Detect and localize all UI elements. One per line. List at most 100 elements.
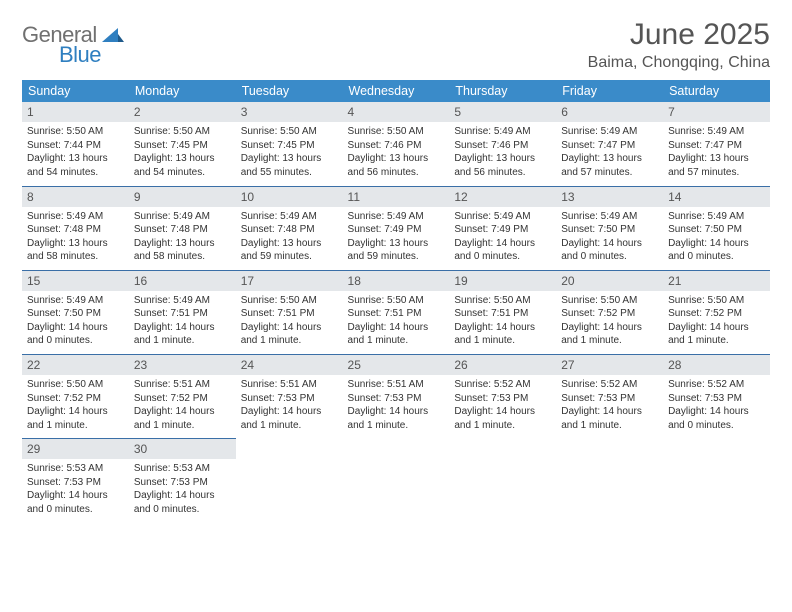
day-details: Sunrise: 5:53 AMSunset: 7:53 PMDaylight:… (26, 462, 125, 516)
day-number: 9 (129, 187, 236, 207)
sunrise-line: Sunrise: 5:50 AM (348, 294, 445, 308)
weekday-header: Wednesday (343, 80, 450, 102)
day-details: Sunrise: 5:51 AMSunset: 7:53 PMDaylight:… (240, 378, 339, 432)
sunset-line: Sunset: 7:47 PM (668, 139, 765, 153)
sunset-line: Sunset: 7:48 PM (241, 223, 338, 237)
day-details: Sunrise: 5:49 AMSunset: 7:49 PMDaylight:… (453, 210, 552, 264)
calendar-day-cell: 8 Sunrise: 5:49 AMSunset: 7:48 PMDaylight… (22, 186, 129, 270)
daylight-line: Daylight: 13 hours and 58 minutes. (27, 237, 124, 264)
sunset-line: Sunset: 7:49 PM (348, 223, 445, 237)
header: General Blue June 2025 Baima, Chongqing,… (22, 18, 770, 72)
day-details: Sunrise: 5:52 AMSunset: 7:53 PMDaylight:… (667, 378, 766, 432)
calendar-day-cell: 10Sunrise: 5:49 AMSunset: 7:48 PMDayligh… (236, 186, 343, 270)
calendar-day-cell: 26Sunrise: 5:52 AMSunset: 7:53 PMDayligh… (449, 354, 556, 438)
daylight-line: Daylight: 14 hours and 1 minute. (134, 321, 231, 348)
sunset-line: Sunset: 7:53 PM (454, 392, 551, 406)
day-number: 17 (236, 271, 343, 291)
weekday-header-row: Sunday Monday Tuesday Wednesday Thursday… (22, 80, 770, 102)
calendar-day-cell (236, 439, 343, 523)
sunrise-line: Sunrise: 5:50 AM (27, 125, 124, 139)
day-number: 22 (22, 355, 129, 375)
day-number: 11 (343, 187, 450, 207)
day-number: 6 (556, 102, 663, 122)
sunset-line: Sunset: 7:47 PM (561, 139, 658, 153)
calendar-day-cell (343, 439, 450, 523)
weekday-header: Saturday (663, 80, 770, 102)
calendar-day-cell: 21Sunrise: 5:50 AMSunset: 7:52 PMDayligh… (663, 270, 770, 354)
daylight-line: Daylight: 14 hours and 1 minute. (348, 321, 445, 348)
daylight-line: Daylight: 14 hours and 0 minutes. (134, 489, 231, 516)
sunset-line: Sunset: 7:53 PM (668, 392, 765, 406)
day-details: Sunrise: 5:50 AMSunset: 7:51 PMDaylight:… (453, 294, 552, 348)
sunrise-line: Sunrise: 5:49 AM (348, 210, 445, 224)
daylight-line: Daylight: 14 hours and 1 minute. (241, 321, 338, 348)
calendar-day-cell: 23Sunrise: 5:51 AMSunset: 7:52 PMDayligh… (129, 354, 236, 438)
logo-triangle-icon (102, 26, 124, 42)
calendar-day-cell (663, 439, 770, 523)
daylight-line: Daylight: 14 hours and 0 minutes. (668, 405, 765, 432)
sunrise-line: Sunrise: 5:50 AM (241, 125, 338, 139)
sunrise-line: Sunrise: 5:51 AM (348, 378, 445, 392)
sunset-line: Sunset: 7:51 PM (241, 307, 338, 321)
sunrise-line: Sunrise: 5:50 AM (241, 294, 338, 308)
day-number: 8 (22, 187, 129, 207)
day-details: Sunrise: 5:50 AMSunset: 7:52 PMDaylight:… (26, 378, 125, 432)
title-block: June 2025 Baima, Chongqing, China (588, 18, 770, 72)
day-number: 18 (343, 271, 450, 291)
calendar-day-cell: 25Sunrise: 5:51 AMSunset: 7:53 PMDayligh… (343, 354, 450, 438)
sunset-line: Sunset: 7:44 PM (27, 139, 124, 153)
day-details: Sunrise: 5:53 AMSunset: 7:53 PMDaylight:… (133, 462, 232, 516)
daylight-line: Daylight: 13 hours and 54 minutes. (134, 152, 231, 179)
location-subtitle: Baima, Chongqing, China (588, 54, 770, 72)
calendar-week-row: 15Sunrise: 5:49 AMSunset: 7:50 PMDayligh… (22, 270, 770, 354)
day-number: 29 (22, 439, 129, 459)
day-number: 25 (343, 355, 450, 375)
calendar-day-cell: 22 Sunrise: 5:50 AMSunset: 7:52 PMDayligh… (22, 354, 129, 438)
logo-text-blue: Blue (59, 42, 101, 68)
daylight-line: Daylight: 14 hours and 0 minutes. (454, 237, 551, 264)
calendar-day-cell: 30Sunrise: 5:53 AMSunset: 7:53 PMDayligh… (129, 439, 236, 523)
daylight-line: Daylight: 14 hours and 1 minute. (561, 321, 658, 348)
sunrise-line: Sunrise: 5:50 AM (134, 125, 231, 139)
daylight-line: Daylight: 13 hours and 57 minutes. (561, 152, 658, 179)
sunrise-line: Sunrise: 5:53 AM (134, 462, 231, 476)
sunrise-line: Sunrise: 5:49 AM (134, 294, 231, 308)
sunrise-line: Sunrise: 5:51 AM (241, 378, 338, 392)
sunrise-line: Sunrise: 5:49 AM (561, 210, 658, 224)
sunrise-line: Sunrise: 5:50 AM (454, 294, 551, 308)
weekday-header: Friday (556, 80, 663, 102)
calendar-day-cell: 7Sunrise: 5:49 AMSunset: 7:47 PMDaylight… (663, 102, 770, 186)
day-details: Sunrise: 5:50 AMSunset: 7:44 PMDaylight:… (26, 125, 125, 179)
day-number: 2 (129, 102, 236, 122)
daylight-line: Daylight: 13 hours and 55 minutes. (241, 152, 338, 179)
calendar-day-cell: 28Sunrise: 5:52 AMSunset: 7:53 PMDayligh… (663, 354, 770, 438)
day-number: 19 (449, 271, 556, 291)
sunset-line: Sunset: 7:53 PM (27, 476, 124, 490)
weekday-header: Monday (129, 80, 236, 102)
calendar-table: Sunday Monday Tuesday Wednesday Thursday… (22, 80, 770, 523)
day-number: 21 (663, 271, 770, 291)
daylight-line: Daylight: 13 hours and 54 minutes. (27, 152, 124, 179)
daylight-line: Daylight: 13 hours and 58 minutes. (134, 237, 231, 264)
calendar-day-cell: 14Sunrise: 5:49 AMSunset: 7:50 PMDayligh… (663, 186, 770, 270)
day-details: Sunrise: 5:49 AMSunset: 7:48 PMDaylight:… (26, 210, 125, 264)
daylight-line: Daylight: 14 hours and 0 minutes. (27, 489, 124, 516)
sunrise-line: Sunrise: 5:52 AM (668, 378, 765, 392)
sunset-line: Sunset: 7:45 PM (134, 139, 231, 153)
calendar-day-cell: 5Sunrise: 5:49 AMSunset: 7:46 PMDaylight… (449, 102, 556, 186)
sunset-line: Sunset: 7:50 PM (561, 223, 658, 237)
calendar-day-cell: 1 Sunrise: 5:50 AMSunset: 7:44 PMDaylight… (22, 102, 129, 186)
calendar-day-cell: 2 Sunrise: 5:50 AMSunset: 7:45 PMDaylight… (129, 102, 236, 186)
calendar-day-cell: 12 Sunrise: 5:49 AMSunset: 7:49 PMDayligh… (449, 186, 556, 270)
day-number: 1 (22, 102, 129, 122)
day-details: Sunrise: 5:49 AMSunset: 7:48 PMDaylight:… (240, 210, 339, 264)
daylight-line: Daylight: 13 hours and 59 minutes. (241, 237, 338, 264)
calendar-day-cell (556, 439, 663, 523)
daylight-line: Daylight: 14 hours and 1 minute. (668, 321, 765, 348)
daylight-line: Daylight: 14 hours and 0 minutes. (668, 237, 765, 264)
sunset-line: Sunset: 7:48 PM (27, 223, 124, 237)
day-details: Sunrise: 5:50 AMSunset: 7:45 PMDaylight:… (240, 125, 339, 179)
calendar-day-cell: 18Sunrise: 5:50 AMSunset: 7:51 PMDayligh… (343, 270, 450, 354)
day-number: 12 (449, 187, 556, 207)
sunrise-line: Sunrise: 5:49 AM (27, 294, 124, 308)
